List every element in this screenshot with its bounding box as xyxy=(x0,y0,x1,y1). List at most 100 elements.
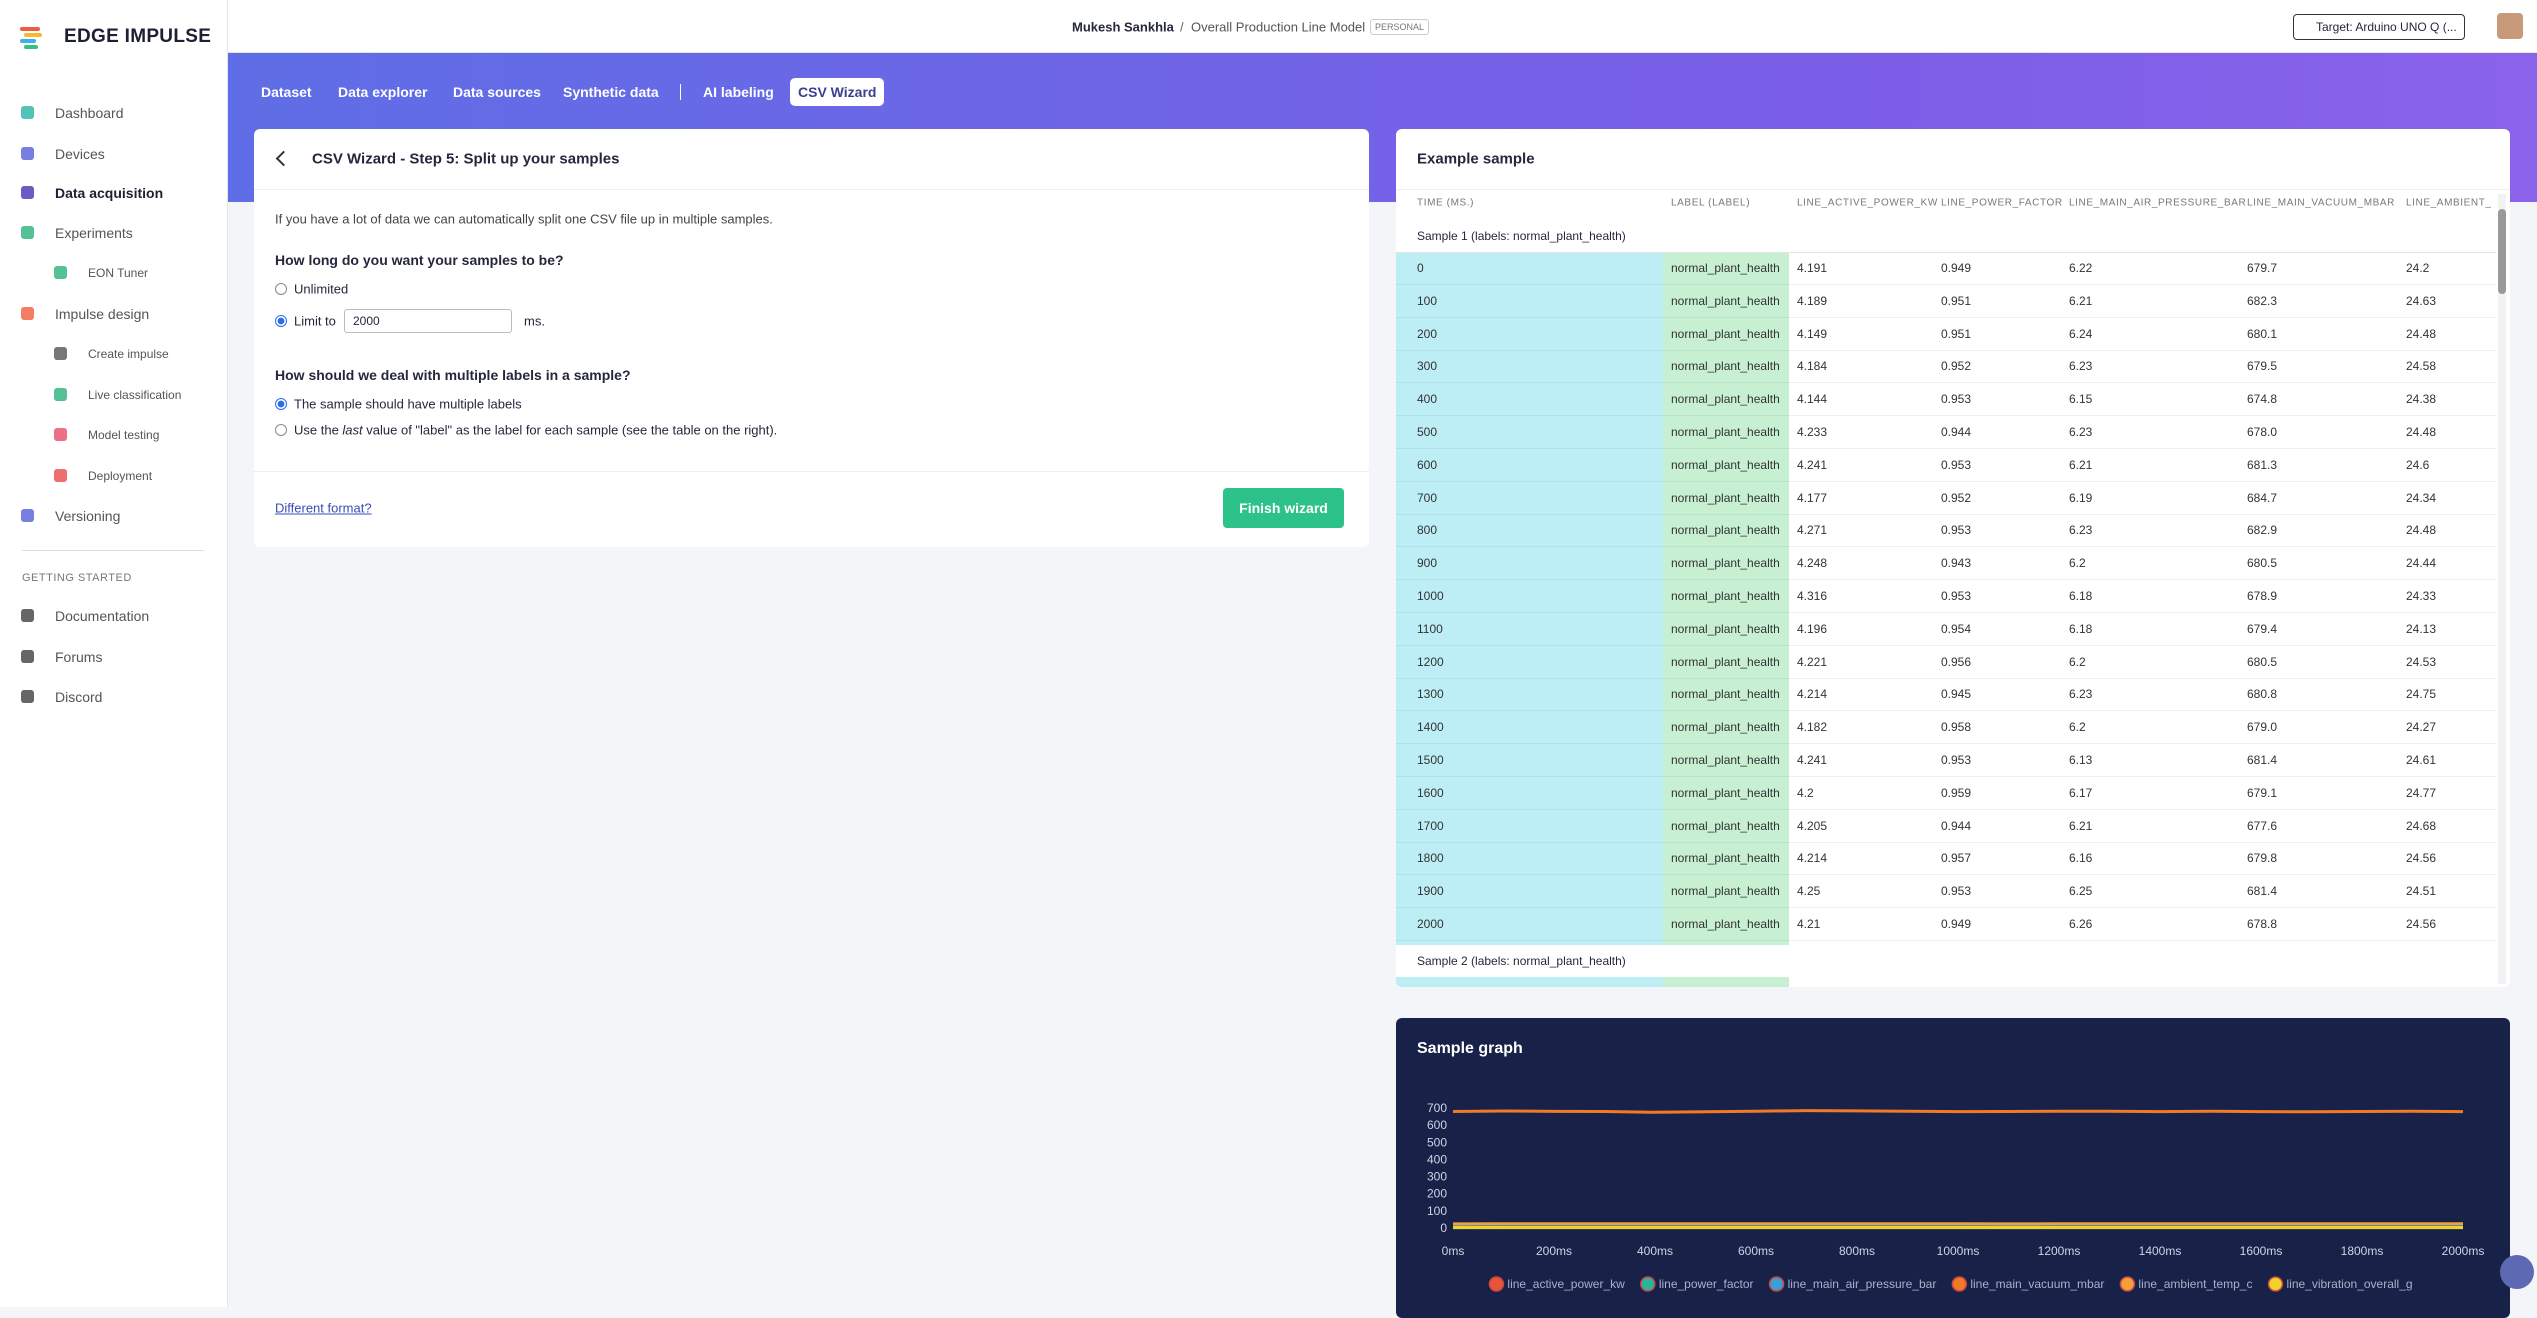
nav-item[interactable]: Deployment xyxy=(88,469,152,483)
tab[interactable]: Data explorer xyxy=(338,84,427,100)
limit-input[interactable]: 2000 xyxy=(344,309,512,333)
cell: 679.1 xyxy=(2247,786,2277,800)
legend-label: line_ambient_temp_c xyxy=(2138,1277,2252,1291)
cell: normal_plant_health xyxy=(1671,753,1780,767)
cell: 680.8 xyxy=(2247,687,2277,701)
scroll-thumb[interactable] xyxy=(2498,209,2506,294)
cell: 24.48 xyxy=(2406,425,2436,439)
nav-link[interactable]: Discord xyxy=(55,689,102,705)
cell: 24.77 xyxy=(2406,786,2436,800)
tab[interactable]: CSV Wizard xyxy=(790,78,884,106)
link[interactable]: Different format? xyxy=(275,501,372,516)
cell: 678.0 xyxy=(2247,425,2277,439)
nav-item[interactable]: Impulse design xyxy=(55,306,149,322)
cell: 678.8 xyxy=(2247,917,2277,931)
badge: PERSONAL xyxy=(1370,19,1429,35)
cell: 4.191 xyxy=(1797,261,1827,275)
cell: 24.56 xyxy=(2406,851,2436,865)
divider xyxy=(1396,189,2510,190)
nav-link[interactable]: Forums xyxy=(55,649,102,665)
row-line xyxy=(1396,284,2496,285)
x-tick-label: 200ms xyxy=(1536,1244,1572,1258)
nav-item[interactable]: Data acquisition xyxy=(55,185,163,201)
cell: 4.248 xyxy=(1797,556,1827,570)
radio[interactable] xyxy=(275,315,287,327)
cell: 1300 xyxy=(1417,687,1444,701)
back-arrow[interactable] xyxy=(276,151,292,167)
cell: 200 xyxy=(1417,327,1437,341)
row-line xyxy=(1396,514,2496,515)
legend-label: line_main_air_pressure_bar xyxy=(1788,1277,1937,1291)
nav-item[interactable]: Experiments xyxy=(55,225,133,241)
cell: 6.19 xyxy=(2069,491,2092,505)
nav-icon xyxy=(21,609,34,622)
tab[interactable]: AI labeling xyxy=(703,84,774,100)
divider xyxy=(22,550,204,551)
nav-item[interactable]: EON Tuner xyxy=(88,266,148,280)
nav-link[interactable]: Documentation xyxy=(55,608,149,624)
tab[interactable]: Dataset xyxy=(261,84,312,100)
cell: 6.23 xyxy=(2069,425,2092,439)
tab-separator xyxy=(680,84,681,100)
cell: 24.51 xyxy=(2406,884,2436,898)
cell: 0.953 xyxy=(1941,884,1971,898)
nav-item[interactable]: Create impulse xyxy=(88,347,169,361)
nav-icon xyxy=(54,266,67,279)
cell: normal_plant_health xyxy=(1671,327,1780,341)
nav-icon xyxy=(21,226,34,239)
nav-item[interactable]: Live classification xyxy=(88,388,181,402)
help-button[interactable] xyxy=(2500,1255,2534,1289)
nav-item[interactable]: Dashboard xyxy=(55,105,124,121)
legend-marker xyxy=(1952,1277,1966,1291)
row-line xyxy=(1396,743,2496,744)
nav-icon xyxy=(21,106,34,119)
legend-marker xyxy=(1641,1277,1655,1291)
cell: 0.959 xyxy=(1941,786,1971,800)
cell: 684.7 xyxy=(2247,491,2277,505)
section-label: GETTING STARTED xyxy=(22,572,132,584)
nav-item[interactable]: Devices xyxy=(55,146,105,162)
x-tick-label: 1600ms xyxy=(2240,1244,2283,1258)
sample-label: Sample 2 (labels: normal_plant_health) xyxy=(1417,954,1626,968)
cell: 6.21 xyxy=(2069,819,2092,833)
finish-button[interactable]: Finish wizard xyxy=(1223,488,1344,528)
cell: 679.5 xyxy=(2247,359,2277,373)
cell: 1200 xyxy=(1417,655,1444,669)
legend-label: line_vibration_overall_g xyxy=(2286,1277,2412,1291)
cell: 4.241 xyxy=(1797,458,1827,472)
intro: If you have a lot of data we can automat… xyxy=(275,212,773,227)
cell: 4.25 xyxy=(1797,884,1820,898)
row-line xyxy=(1396,481,2496,482)
target-button[interactable]: Target: Arduino UNO Q (... xyxy=(2293,14,2465,40)
cell: 681.4 xyxy=(2247,753,2277,767)
cell: 679.4 xyxy=(2247,622,2277,636)
cell: 700 xyxy=(1417,491,1437,505)
y-tick-label: 700 xyxy=(1427,1101,1447,1115)
cell: 4.221 xyxy=(1797,655,1827,669)
cell: 24.48 xyxy=(2406,523,2436,537)
radio[interactable] xyxy=(275,283,287,295)
project-name[interactable]: Overall Production Line Model xyxy=(1191,20,1365,35)
radio[interactable] xyxy=(275,398,287,410)
divider xyxy=(254,471,1369,472)
cell: 0.952 xyxy=(1941,491,1971,505)
cell: normal_plant_health xyxy=(1671,523,1780,537)
row-line xyxy=(1396,809,2496,810)
cell: 4.271 xyxy=(1797,523,1827,537)
cell: 6.16 xyxy=(2069,851,2092,865)
cell: normal_plant_health xyxy=(1671,261,1780,275)
column-header: LINE_MAIN_AIR_PRESSURE_BAR xyxy=(2069,198,2246,209)
y-tick-label: 300 xyxy=(1427,1170,1447,1184)
cell: 400 xyxy=(1417,392,1437,406)
cell: 6.18 xyxy=(2069,622,2092,636)
panel-title: Example sample xyxy=(1417,151,1535,168)
tab[interactable]: Synthetic data xyxy=(563,84,659,100)
nav-item[interactable]: Model testing xyxy=(88,428,159,442)
nav-icon xyxy=(21,186,34,199)
tab[interactable]: Data sources xyxy=(453,84,541,100)
nav-item[interactable]: Versioning xyxy=(55,508,120,524)
radio[interactable] xyxy=(275,424,287,436)
